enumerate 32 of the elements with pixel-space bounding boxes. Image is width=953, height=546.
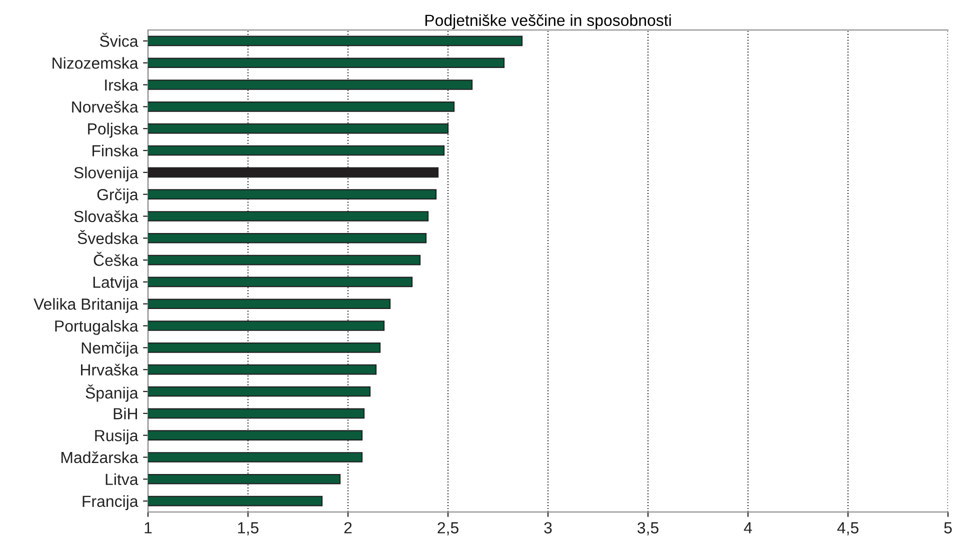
y-tick-label: Slovenija xyxy=(74,166,138,182)
y-tick-label: Litva xyxy=(106,473,138,486)
y-tick-label: Irska xyxy=(105,78,138,91)
y-tick-label: Rusija xyxy=(95,430,138,444)
y-tick-label: Grčija xyxy=(97,188,138,204)
x-tick-label: 4,5 xyxy=(837,522,858,536)
chart-title: Podjetniške veščine in sposobnosti xyxy=(425,14,671,30)
y-tick-label: Slovaška xyxy=(74,210,138,222)
x-tick-label: 5 xyxy=(944,522,952,534)
y-tick-label: Švica xyxy=(100,32,138,47)
y-tick-label: Poljska xyxy=(88,122,138,138)
x-tick-label: 3 xyxy=(544,522,552,534)
y-tick-label: Norveška xyxy=(72,100,138,113)
y-tick-label: Francija xyxy=(82,495,138,510)
y-tick-label: Portugalska xyxy=(55,320,138,335)
y-tick-label: Češka xyxy=(94,252,138,266)
y-tick-label: Španija xyxy=(86,384,138,402)
y-tick-label: Latvija xyxy=(93,276,138,292)
y-tick-label: Nizozemska xyxy=(52,57,138,69)
y-tick-label: Finska xyxy=(92,144,138,156)
y-tick-label: Hrvaška xyxy=(81,364,138,376)
y-tick-label: Švedska xyxy=(78,230,138,244)
x-tick-label: 2,5 xyxy=(438,522,458,536)
y-tick-label: Nemčija xyxy=(82,342,138,357)
x-tick-label: 2 xyxy=(344,522,352,534)
y-tick-label: BiH xyxy=(114,408,137,420)
x-tick-label: 1 xyxy=(144,522,152,534)
x-tick-label: 3,5 xyxy=(638,522,658,536)
x-tick-label: 4 xyxy=(744,522,752,534)
y-tick-label: Madžarska xyxy=(61,451,138,464)
y-tick-label: Velika Britanija xyxy=(34,298,138,313)
x-tick-label: 1,5 xyxy=(238,522,258,536)
